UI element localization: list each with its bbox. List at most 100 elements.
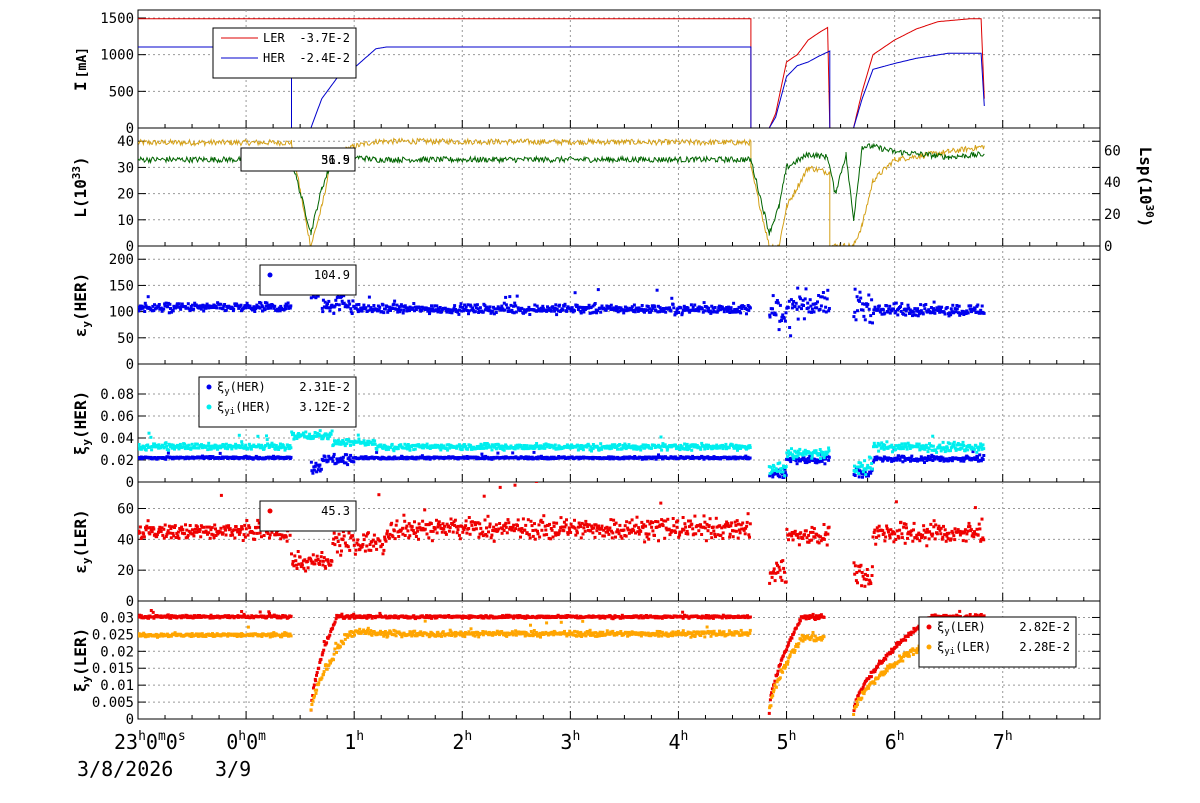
data-point bbox=[365, 545, 368, 548]
data-point bbox=[158, 303, 161, 306]
data-point bbox=[499, 486, 502, 489]
data-point bbox=[856, 581, 859, 584]
data-point bbox=[241, 443, 244, 446]
data-point bbox=[790, 447, 793, 450]
data-point bbox=[678, 534, 681, 537]
data-point bbox=[362, 304, 365, 307]
data-point bbox=[656, 520, 659, 523]
data-point bbox=[322, 649, 325, 652]
data-point bbox=[465, 532, 468, 535]
data-point bbox=[333, 543, 336, 546]
data-point bbox=[686, 533, 689, 536]
data-point bbox=[551, 529, 554, 532]
data-point bbox=[862, 315, 865, 318]
data-point bbox=[243, 524, 246, 527]
data-point bbox=[860, 564, 863, 567]
data-point bbox=[179, 308, 182, 311]
data-point bbox=[870, 462, 873, 465]
data-point bbox=[395, 524, 398, 527]
data-point bbox=[918, 539, 921, 542]
data-point bbox=[418, 522, 421, 525]
data-point bbox=[530, 520, 533, 523]
data-point bbox=[385, 532, 388, 535]
data-point bbox=[729, 524, 732, 527]
y-tick-label: 500 bbox=[109, 84, 134, 100]
data-point bbox=[783, 571, 786, 574]
data-point bbox=[558, 304, 561, 307]
data-point bbox=[779, 569, 782, 572]
y2-axis-label-close: ) bbox=[1136, 218, 1155, 228]
data-point bbox=[495, 311, 498, 314]
data-point bbox=[739, 311, 742, 314]
data-point bbox=[214, 527, 217, 530]
data-point bbox=[977, 534, 980, 537]
data-point bbox=[316, 671, 319, 674]
data-point bbox=[978, 453, 981, 456]
data-point bbox=[958, 305, 961, 308]
data-point bbox=[612, 519, 615, 522]
data-point bbox=[660, 449, 663, 452]
data-point bbox=[476, 303, 479, 306]
data-point bbox=[677, 311, 680, 314]
legend-value: 3.12E-2 bbox=[299, 400, 350, 414]
data-point bbox=[682, 529, 685, 532]
data-point bbox=[522, 517, 525, 520]
data-point bbox=[792, 538, 795, 541]
data-point bbox=[853, 561, 856, 564]
legend-swatch-dot bbox=[207, 385, 212, 390]
data-point bbox=[487, 530, 490, 533]
data-point bbox=[813, 527, 816, 530]
data-point bbox=[969, 304, 972, 307]
y-tick-label: 0.025 bbox=[92, 627, 134, 643]
legend-name: LER bbox=[263, 31, 285, 45]
data-point bbox=[329, 564, 332, 567]
data-point bbox=[859, 291, 862, 294]
data-point bbox=[456, 531, 459, 534]
data-point bbox=[162, 308, 165, 311]
data-point bbox=[898, 529, 901, 532]
data-point bbox=[853, 465, 856, 468]
data-point bbox=[357, 438, 360, 441]
data-point bbox=[618, 443, 621, 446]
data-point bbox=[682, 516, 685, 519]
data-point bbox=[739, 531, 742, 534]
data-point bbox=[657, 539, 660, 542]
data-point bbox=[811, 454, 814, 457]
data-point bbox=[369, 549, 372, 552]
data-point bbox=[952, 534, 955, 537]
data-point bbox=[954, 527, 957, 530]
data-point bbox=[803, 317, 806, 320]
data-point bbox=[785, 528, 788, 531]
data-point bbox=[417, 538, 420, 541]
data-point bbox=[394, 537, 397, 540]
data-point bbox=[748, 536, 751, 539]
data-point bbox=[332, 312, 335, 315]
data-point bbox=[485, 535, 488, 538]
data-point bbox=[442, 528, 445, 531]
data-point bbox=[145, 449, 148, 452]
data-point bbox=[382, 552, 385, 555]
data-point bbox=[820, 304, 823, 307]
y-tick-label: 0.005 bbox=[92, 695, 134, 711]
data-point bbox=[982, 454, 985, 457]
data-point bbox=[187, 534, 190, 537]
data-point bbox=[778, 328, 781, 331]
data-point bbox=[771, 307, 774, 310]
data-point bbox=[734, 524, 737, 527]
data-point bbox=[617, 530, 620, 533]
data-point bbox=[263, 534, 266, 537]
data-point bbox=[852, 315, 855, 318]
data-point bbox=[704, 526, 707, 529]
legend-name: ξ bbox=[217, 380, 224, 394]
data-point bbox=[351, 534, 354, 537]
data-point bbox=[330, 433, 333, 436]
data-point bbox=[507, 521, 510, 524]
y-tick-label: 0 bbox=[126, 357, 134, 373]
data-point bbox=[883, 539, 886, 542]
data-point bbox=[399, 308, 402, 311]
data-point bbox=[864, 473, 867, 476]
data-point bbox=[789, 334, 792, 337]
data-point bbox=[348, 549, 351, 552]
data-point bbox=[871, 468, 874, 471]
data-point bbox=[264, 308, 267, 311]
